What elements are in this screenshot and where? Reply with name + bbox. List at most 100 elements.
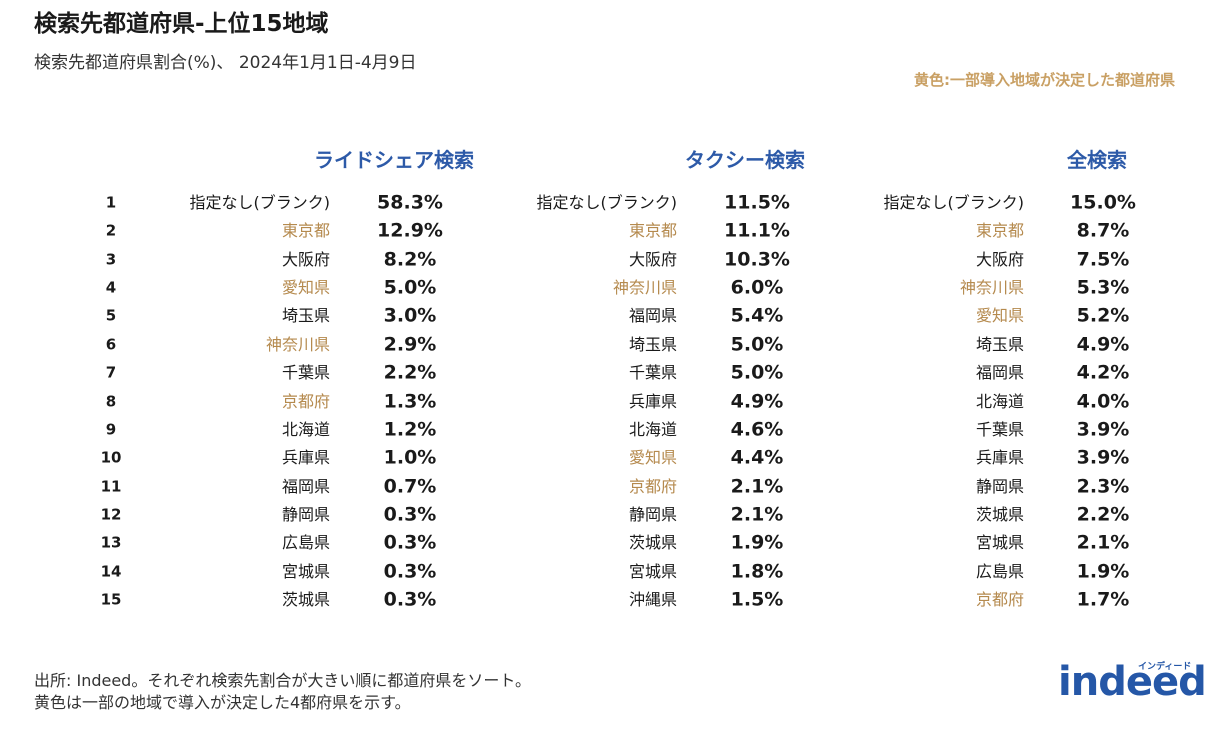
region: 北海道 bbox=[628, 419, 677, 439]
share: 3.9% bbox=[1076, 418, 1130, 441]
share: 2.1% bbox=[730, 475, 784, 498]
share: 5.0% bbox=[730, 361, 784, 384]
footer-line: 黄色は一部の地域で導入が決定した4都府県を示す。 bbox=[34, 693, 411, 712]
region: 千葉県 bbox=[975, 419, 1024, 439]
rank: 10 bbox=[100, 448, 122, 467]
share: 8.2% bbox=[383, 248, 437, 271]
rank: 5 bbox=[105, 306, 117, 325]
rank: 4 bbox=[105, 278, 117, 297]
rank: 9 bbox=[105, 420, 117, 439]
share: 0.3% bbox=[383, 588, 437, 611]
share: 11.5% bbox=[724, 191, 790, 214]
region: 指定なし(ブランク) bbox=[536, 193, 678, 212]
column-title: タクシー検索 bbox=[685, 148, 805, 172]
region: 千葉県 bbox=[628, 363, 677, 383]
share: 1.9% bbox=[1076, 560, 1130, 583]
region: 京都府 bbox=[975, 590, 1024, 610]
region: 京都府 bbox=[628, 476, 677, 496]
rank: 15 bbox=[100, 590, 122, 609]
share: 0.3% bbox=[383, 560, 437, 583]
region: 静岡県 bbox=[628, 504, 677, 524]
share: 4.6% bbox=[730, 418, 784, 441]
share: 6.0% bbox=[730, 276, 784, 299]
region: 大阪府 bbox=[281, 249, 330, 269]
region: 神奈川県 bbox=[265, 334, 330, 354]
column-title: ライドシェア検索 bbox=[314, 148, 474, 172]
share: 0.7% bbox=[383, 475, 437, 498]
share: 3.9% bbox=[1076, 446, 1130, 469]
share: 4.9% bbox=[730, 390, 784, 413]
region: 東京都 bbox=[281, 221, 330, 241]
rank: 2 bbox=[105, 221, 117, 240]
region: 静岡県 bbox=[975, 476, 1024, 496]
share: 2.9% bbox=[383, 333, 437, 356]
share: 2.3% bbox=[1076, 475, 1130, 498]
region: 宮城県 bbox=[975, 533, 1024, 553]
region: 北海道 bbox=[281, 419, 330, 439]
rank: 3 bbox=[105, 250, 117, 269]
share: 7.5% bbox=[1076, 248, 1130, 271]
region: 東京都 bbox=[628, 221, 677, 241]
share: 15.0% bbox=[1070, 191, 1136, 214]
region: 北海道 bbox=[975, 391, 1024, 411]
region: 神奈川県 bbox=[959, 278, 1024, 298]
region: 大阪府 bbox=[975, 249, 1024, 269]
share: 4.0% bbox=[1076, 390, 1130, 413]
rank: 1 bbox=[105, 193, 117, 212]
share: 4.4% bbox=[730, 446, 784, 469]
share: 0.3% bbox=[383, 531, 437, 554]
region: 茨城県 bbox=[628, 533, 677, 553]
region: 愛知県 bbox=[975, 306, 1024, 326]
region: 福岡県 bbox=[281, 476, 330, 496]
region: 埼玉県 bbox=[281, 306, 330, 326]
share: 8.7% bbox=[1076, 219, 1130, 242]
share: 10.3% bbox=[724, 248, 790, 271]
rank: 13 bbox=[100, 533, 122, 552]
rank: 6 bbox=[105, 335, 117, 354]
share: 58.3% bbox=[377, 191, 443, 214]
region: 埼玉県 bbox=[975, 334, 1024, 354]
region: 兵庫県 bbox=[975, 448, 1024, 468]
share: 5.4% bbox=[730, 304, 784, 327]
share: 2.2% bbox=[1076, 503, 1130, 526]
region: 千葉県 bbox=[281, 363, 330, 383]
rank: 11 bbox=[100, 477, 122, 496]
note: 黄色:一部導入地域が決定した都道府県 bbox=[913, 71, 1175, 89]
region: 神奈川県 bbox=[612, 278, 677, 298]
rank: 8 bbox=[105, 392, 117, 411]
share: 3.0% bbox=[383, 304, 437, 327]
share: 1.8% bbox=[730, 560, 784, 583]
column-title: 全検索 bbox=[1067, 148, 1127, 172]
share: 1.5% bbox=[730, 588, 784, 611]
region: 兵庫県 bbox=[628, 391, 677, 411]
share: 1.2% bbox=[383, 418, 437, 441]
share: 4.9% bbox=[1076, 333, 1130, 356]
region: 愛知県 bbox=[628, 448, 677, 468]
region: 沖縄県 bbox=[628, 590, 677, 610]
logo: indeed bbox=[1058, 659, 1207, 705]
region: 愛知県 bbox=[281, 278, 330, 298]
region: 指定なし(ブランク) bbox=[189, 193, 331, 212]
region: 広島県 bbox=[281, 533, 330, 553]
region: 東京都 bbox=[975, 221, 1024, 241]
share: 5.3% bbox=[1076, 276, 1130, 299]
region: 宮城県 bbox=[281, 561, 330, 581]
logo-sub: インディード bbox=[1138, 662, 1192, 672]
share: 1.7% bbox=[1076, 588, 1130, 611]
footer-line: 出所: Indeed。それぞれ検索先割合が大きい順に都道府県をソート。 bbox=[34, 671, 532, 690]
share: 0.3% bbox=[383, 503, 437, 526]
region: 茨城県 bbox=[975, 504, 1024, 524]
rank: 14 bbox=[100, 562, 122, 581]
share: 2.1% bbox=[1076, 531, 1130, 554]
share: 1.0% bbox=[383, 446, 437, 469]
share: 5.0% bbox=[383, 276, 437, 299]
rank: 7 bbox=[105, 363, 117, 382]
title: 検索先都道府県-上位15地域 bbox=[34, 11, 329, 37]
share: 5.2% bbox=[1076, 304, 1130, 327]
region: 大阪府 bbox=[628, 249, 677, 269]
share: 12.9% bbox=[377, 219, 443, 242]
share: 4.2% bbox=[1076, 361, 1130, 384]
rank: 12 bbox=[100, 505, 122, 524]
subtitle: 検索先都道府県割合(%)、 2024年1月1日-4月9日 bbox=[34, 53, 417, 73]
region: 茨城県 bbox=[281, 590, 330, 610]
